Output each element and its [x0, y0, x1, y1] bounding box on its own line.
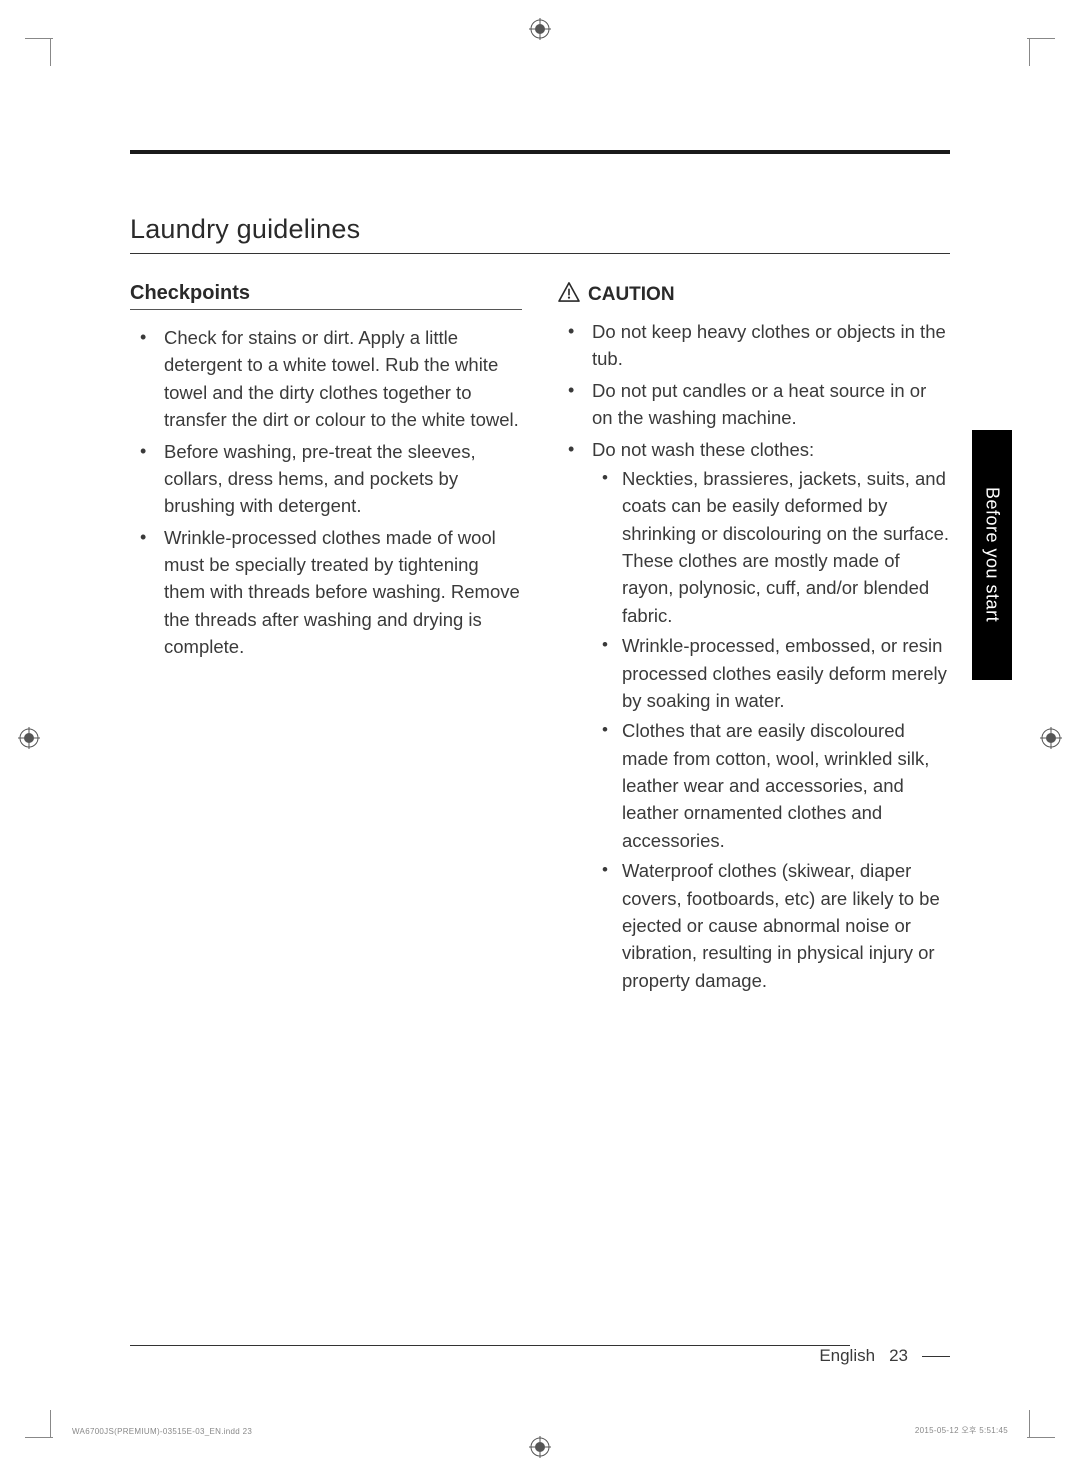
crop-mark: [50, 38, 51, 66]
registration-mark-icon: [1040, 727, 1062, 749]
registration-mark-icon: [529, 1436, 551, 1458]
caution-list: Do not keep heavy clothes or objects in …: [558, 318, 950, 994]
section-title: Laundry guidelines: [130, 214, 950, 254]
footer-rule: [922, 1356, 950, 1357]
list-item: Wrinkle-processed, embossed, or resin pr…: [592, 632, 950, 714]
header-rule: [130, 150, 950, 154]
section-tab: Before you start: [972, 430, 1012, 680]
crop-mark: [1029, 1410, 1030, 1438]
list-item: Wrinkle-processed clothes made of wool m…: [130, 524, 522, 661]
crop-mark: [1027, 1437, 1055, 1438]
checkpoints-heading: Checkpoints: [130, 282, 522, 310]
list-item: Do not keep heavy clothes or objects in …: [558, 318, 950, 373]
list-item-text: Do not wash these clothes:: [592, 439, 814, 460]
list-item: Neckties, brassieres, jackets, suits, an…: [592, 465, 950, 629]
registration-mark-icon: [529, 18, 551, 40]
list-item: Do not put candles or a heat source in o…: [558, 377, 950, 432]
imprint-timestamp: 2015-05-12 오후 5:51:45: [915, 1425, 1008, 1436]
page-footer: English 23: [819, 1346, 950, 1366]
checkpoints-list: Check for stains or dirt. Apply a little…: [130, 324, 522, 661]
crop-mark: [50, 1410, 51, 1438]
crop-mark: [25, 1437, 53, 1438]
left-column: Checkpoints Check for stains or dirt. Ap…: [130, 282, 522, 998]
caution-label: CAUTION: [588, 284, 675, 306]
footer-divider: [130, 1345, 850, 1346]
list-item: Waterproof clothes (skiwear, diaper cove…: [592, 857, 950, 994]
list-item: Check for stains or dirt. Apply a little…: [130, 324, 522, 434]
list-item: Before washing, pre-treat the sleeves, c…: [130, 438, 522, 520]
crop-mark: [1029, 38, 1030, 66]
page-content: Laundry guidelines Checkpoints Check for…: [130, 150, 950, 1366]
registration-mark-icon: [18, 727, 40, 749]
imprint-filename: WA6700JS(PREMIUM)-03515E-03_EN.indd 23: [72, 1427, 252, 1436]
footer-page-number: 23: [889, 1346, 908, 1366]
two-column-layout: Checkpoints Check for stains or dirt. Ap…: [130, 282, 950, 998]
list-item: Clothes that are easily discoloured made…: [592, 717, 950, 854]
warning-triangle-icon: [558, 282, 580, 308]
caution-heading: CAUTION: [558, 282, 950, 308]
crop-mark: [25, 38, 53, 39]
list-item: Do not wash these clothes: Neckties, bra…: [558, 436, 950, 995]
caution-sublist: Neckties, brassieres, jackets, suits, an…: [592, 465, 950, 994]
footer-language: English: [819, 1346, 875, 1366]
right-column: CAUTION Do not keep heavy clothes or obj…: [558, 282, 950, 998]
crop-mark: [1027, 38, 1055, 39]
